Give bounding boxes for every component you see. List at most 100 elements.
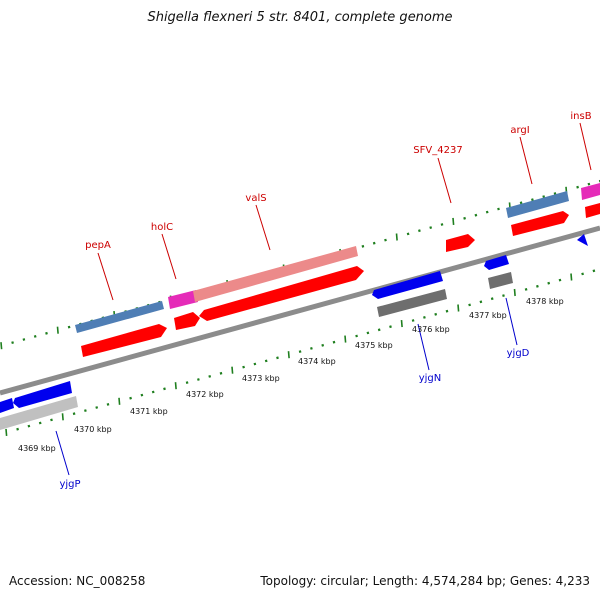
minor-tick: [355, 334, 358, 338]
gene-valS[interactable]: [193, 246, 358, 302]
genome-summary-text: Topology: circular; Length: 4,574,284 bp…: [260, 574, 590, 588]
minor-tick: [558, 278, 562, 282]
ruler-label: 4377 kbp: [469, 311, 507, 320]
lower-tick-track: [5, 269, 596, 436]
minor-tick: [27, 424, 31, 428]
gene-argI[interactable]: [506, 191, 569, 218]
gene-label-yjgP[interactable]: yjgP: [59, 479, 80, 490]
minor-tick: [22, 338, 26, 341]
gene-pepA[interactable]: [75, 301, 164, 333]
cds-insB[interactable]: [585, 203, 600, 218]
minor-tick: [531, 198, 534, 202]
feature-holC-pink[interactable]: [168, 290, 198, 309]
minor-tick: [519, 201, 523, 205]
gene-label-SFV_4237[interactable]: SFV_4237: [413, 145, 462, 156]
minor-tick: [310, 347, 313, 350]
minor-tick: [276, 356, 279, 360]
gene-yjgN[interactable]: [372, 271, 443, 299]
minor-tick: [384, 238, 387, 242]
minor-tick: [321, 343, 325, 347]
gene-label-insB[interactable]: insB: [570, 111, 591, 122]
cds-holC[interactable]: [174, 312, 200, 330]
minor-tick: [361, 244, 365, 248]
minor-tick: [576, 185, 579, 189]
major-tick: [287, 351, 290, 359]
reverse-gene-track: [0, 234, 588, 430]
kbp-ruler-labels: 4369 kbp 4370 kbp 4371 kbp 4372 kbp 4373…: [18, 297, 564, 453]
minor-tick: [485, 210, 489, 214]
minor-tick: [581, 272, 584, 276]
gene-label-argI[interactable]: argI: [510, 125, 529, 136]
major-tick: [231, 366, 234, 374]
minor-tick: [219, 371, 223, 375]
minor-tick: [50, 418, 53, 422]
cds-valS[interactable]: [199, 266, 364, 321]
forward-gene-labels: pepA holC valS SFV_4237 argI insB: [85, 111, 592, 251]
gene-label-pepA[interactable]: pepA: [85, 240, 111, 251]
ruler-label: 4378 kbp: [526, 297, 564, 306]
cds-pepA[interactable]: [81, 324, 167, 357]
forward-gene-track: [75, 183, 600, 357]
minor-tick: [553, 192, 557, 195]
minor-tick: [445, 309, 449, 313]
genome-title: Shigella flexneri 5 str. 8401, complete …: [147, 10, 453, 25]
minor-tick: [45, 331, 48, 335]
major-tick: [56, 326, 59, 334]
minor-tick: [490, 297, 494, 301]
gene-yjgD[interactable]: [484, 255, 509, 270]
minor-tick: [372, 241, 376, 245]
minor-tick: [140, 393, 144, 397]
major-tick: [344, 335, 347, 343]
major-tick: [400, 320, 403, 328]
cds-yjgD[interactable]: [488, 272, 513, 289]
ruler-label: 4374 kbp: [298, 357, 336, 366]
ruler-label: 4371 kbp: [130, 407, 168, 416]
minor-tick: [389, 325, 392, 329]
minor-tick: [423, 316, 426, 319]
minor-tick: [377, 328, 381, 332]
minor-tick: [474, 213, 478, 217]
minor-tick: [11, 341, 14, 344]
cds-argI[interactable]: [511, 211, 569, 236]
minor-tick: [411, 319, 415, 322]
minor-tick: [298, 350, 302, 353]
minor-tick: [502, 294, 505, 297]
minor-tick: [497, 207, 500, 211]
gene-label-holC[interactable]: holC: [151, 222, 173, 233]
minor-tick: [406, 232, 410, 236]
cds-SFV_4237[interactable]: [446, 234, 475, 252]
ruler-label: 4369 kbp: [18, 444, 56, 453]
minor-tick: [547, 281, 551, 285]
cds-yjgP[interactable]: [0, 396, 78, 430]
minor-tick: [33, 335, 37, 338]
minor-tick: [253, 362, 257, 366]
accession-text: Accession: NC_008258: [9, 574, 146, 588]
minor-tick: [242, 365, 245, 369]
major-tick: [457, 304, 460, 312]
minor-tick: [16, 427, 19, 431]
minor-tick: [208, 375, 212, 378]
minor-tick: [463, 216, 466, 220]
minor-tick: [185, 381, 189, 384]
cds-yjgN[interactable]: [377, 289, 447, 317]
gene-label-valS[interactable]: valS: [245, 193, 266, 204]
minor-tick: [95, 406, 99, 409]
minor-tick: [197, 378, 200, 381]
major-tick: [570, 273, 573, 281]
minor-tick: [418, 229, 421, 233]
gene-label-yjgN[interactable]: yjgN: [419, 373, 442, 384]
major-tick: [5, 428, 8, 436]
gene-label-yjgD[interactable]: yjgD: [507, 348, 530, 359]
gene-right-edge-fragment[interactable]: [577, 234, 588, 246]
gene-yjgP[interactable]: [13, 381, 72, 408]
minor-tick: [84, 409, 87, 412]
ruler-label: 4370 kbp: [74, 425, 112, 434]
ruler-label: 4372 kbp: [186, 390, 224, 399]
minor-tick: [332, 340, 336, 344]
feature-insB-pink[interactable]: [581, 183, 600, 200]
gene-yjgP-left[interactable]: [0, 398, 14, 413]
minor-tick: [542, 195, 546, 198]
reverse-label-leaders: [55, 297, 518, 476]
